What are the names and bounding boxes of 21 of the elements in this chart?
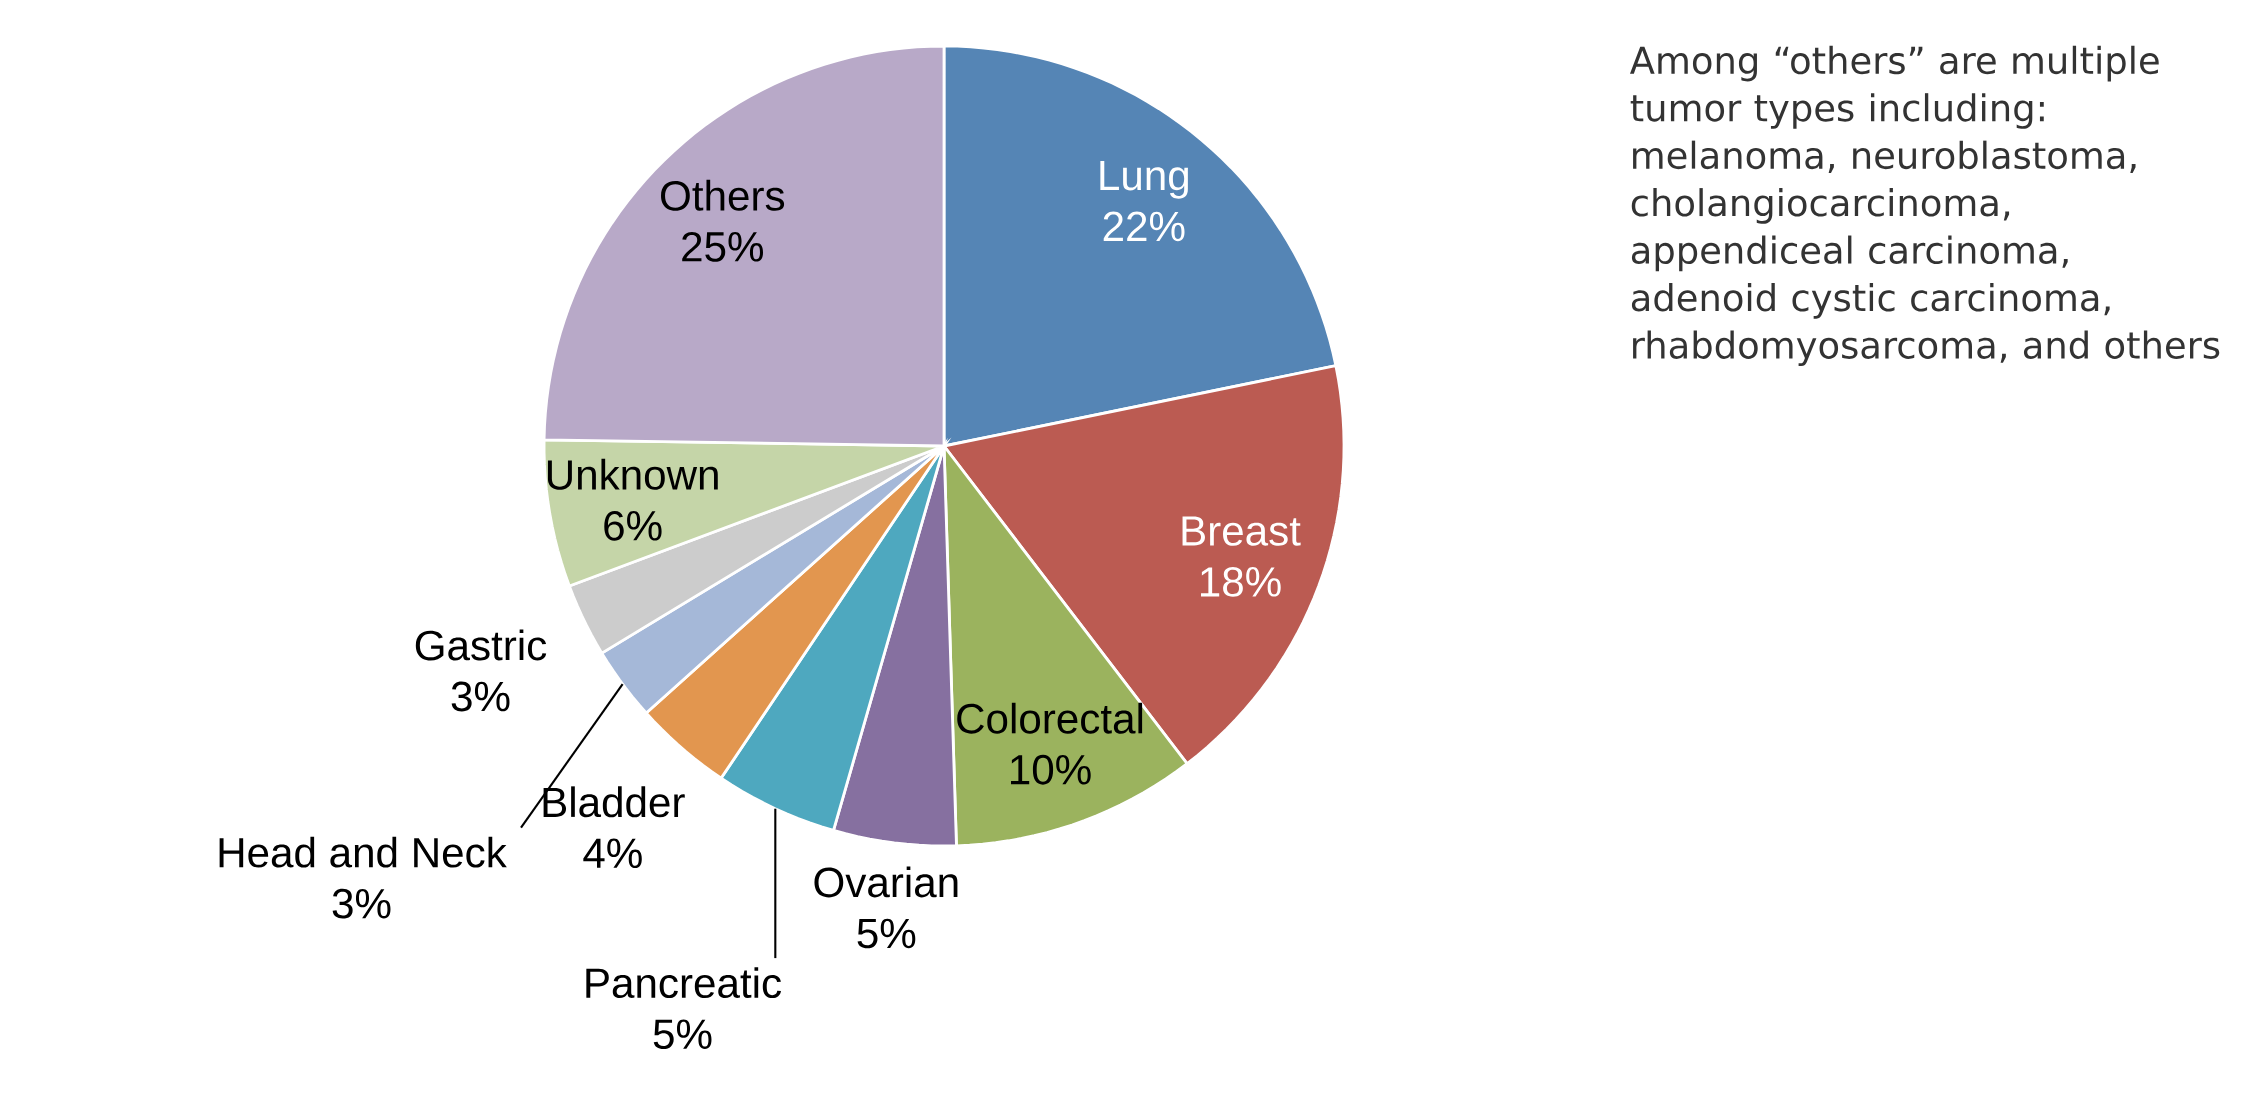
slice-label: Others [661, 179, 785, 211]
slice-label: Unknown [547, 458, 718, 490]
data-label: 18% [1201, 566, 1281, 597]
data-label: 4% [583, 838, 642, 869]
text: Among “others” are multiple tumor types including: melanoma, neuroblastoma, cholangiocarcinoma, appendiceal carcinoma, adenoid cystic carcinoma, rhabdomyosarcoma, and others [1629, 45, 2220, 367]
data-label: 5% [857, 918, 916, 949]
data-label: 3% [451, 681, 510, 712]
data-label: 3% [332, 888, 391, 919]
slice-label: Head and Neck [219, 836, 507, 868]
data-label: 22% [1103, 211, 1185, 242]
slice-label: Colorectal [957, 702, 1143, 734]
slice-label: Bladder [543, 786, 685, 818]
data-label: 6% [604, 510, 662, 541]
data-label: 10% [1011, 754, 1091, 785]
slice-label: Lung [1100, 161, 1188, 199]
slice-label: Breast [1182, 516, 1301, 546]
data-label: 25% [682, 231, 763, 262]
slice-label: Ovarian [814, 866, 958, 898]
slice-label: Pancreatic [586, 967, 781, 999]
data-label: 5% [653, 1019, 712, 1050]
slice-label: Gastric [415, 629, 547, 661]
